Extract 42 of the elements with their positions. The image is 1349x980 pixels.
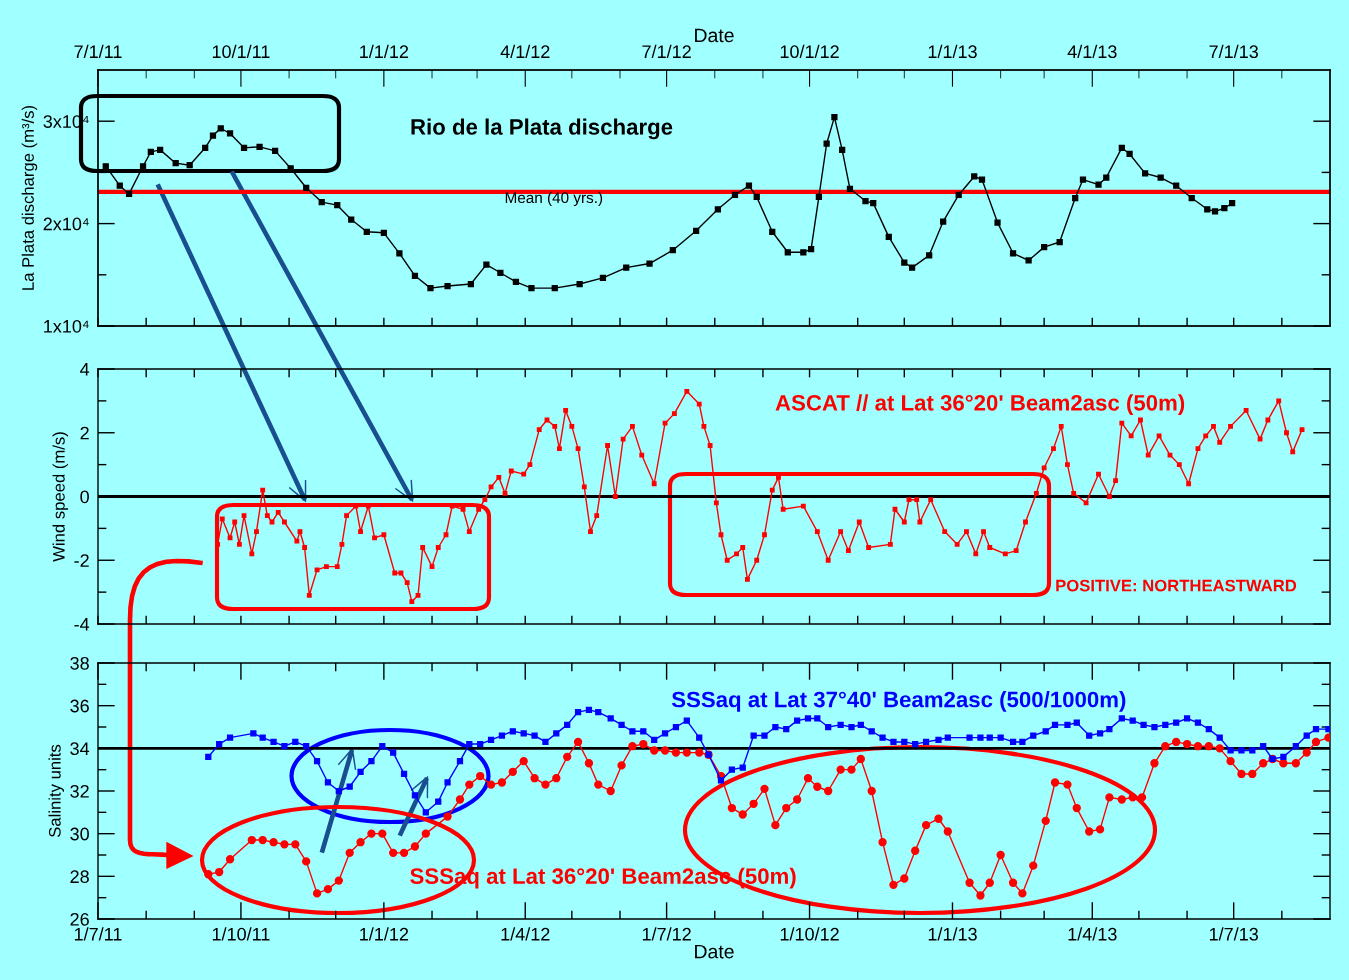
x2-tick-label: 10/1/12: [780, 44, 839, 59]
x-tick-label: 1/7/11: [74, 927, 122, 941]
y-tick-label: 30: [70, 827, 89, 841]
x2-tick-label: 7/1/12: [642, 44, 691, 59]
ref-line-label: Mean (40 yrs.): [505, 191, 603, 207]
y-tick-label: 0: [80, 490, 89, 504]
x-tick-label: 1/4/12: [501, 927, 550, 941]
y-tick-label: 28: [70, 870, 89, 884]
x-tick-label: 1/1/13: [928, 927, 977, 941]
x-axis-title: Date: [695, 944, 734, 959]
series-label: SSSaq at Lat 37°40' Beam2asc (500/1000m): [671, 691, 1126, 712]
x2-axis-title: Date: [695, 28, 734, 43]
y-tick-label: 2x10⁴: [43, 217, 89, 231]
x-tick-label: 1/7/12: [642, 927, 691, 941]
y-tick-label: 38: [70, 656, 89, 670]
x2-tick-label: 4/1/13: [1067, 44, 1117, 59]
y-tick-label: -4: [74, 618, 90, 631]
y-axis-title: La Plata discharge (m³/s): [21, 105, 38, 290]
y-tick-label: 34: [70, 742, 90, 756]
x2-tick-label: 7/1/11: [74, 44, 122, 59]
x-tick-label: 1/1/12: [360, 927, 409, 941]
y-tick-label: 2: [80, 426, 89, 440]
y-tick-label: 36: [70, 699, 89, 713]
text: Rio de la Plata discharge: [411, 118, 673, 140]
x-tick-label: 1/4/13: [1068, 927, 1117, 941]
x-tick-label: 1/10/12: [780, 927, 839, 941]
x2-tick-label: 1/1/13: [928, 44, 977, 59]
y-tick-label: 26: [70, 912, 89, 926]
y-tick-label: 32: [70, 784, 89, 798]
y-tick-label: 1x10⁴: [44, 319, 89, 333]
x-tick-label: 1/7/13: [1209, 927, 1258, 941]
series-label: ASCAT // at Lat 36°20' Beam2asc (50m): [775, 394, 1185, 416]
x-tick-label: 1/10/11: [212, 927, 270, 941]
x2-tick-label: 1/1/12: [360, 44, 409, 59]
y-tick-label: -2: [74, 554, 89, 567]
y-axis-title: Salinity units: [48, 744, 65, 838]
y-tick-label: 4: [80, 363, 90, 376]
x2-tick-label: 7/1/13: [1209, 44, 1258, 59]
annotation: POSITIVE: NORTHEASTWARD: [1056, 579, 1297, 592]
x2-tick-label: 4/1/12: [500, 44, 550, 59]
x2-tick-label: 10/1/11: [212, 44, 270, 59]
y-axis-title: Wind speed (m/s): [52, 432, 69, 562]
